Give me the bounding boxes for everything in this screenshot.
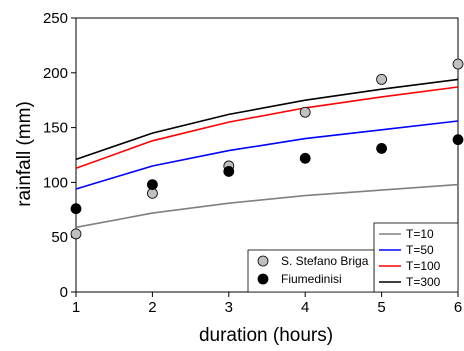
y-tick-label: 100 — [43, 174, 68, 191]
legend-label: T=300 — [406, 275, 441, 289]
y-tick-label: 50 — [51, 229, 68, 246]
y-tick-label: 250 — [43, 10, 68, 27]
point-s-stefano-briga — [376, 73, 388, 85]
x-tick-label: 1 — [72, 299, 80, 316]
legend-marker — [257, 273, 269, 285]
series-line-t-100 — [75, 86, 459, 169]
point-s-stefano-briga — [299, 106, 311, 118]
legend-label: T=100 — [406, 259, 441, 273]
y-tick-label: 150 — [43, 120, 68, 137]
x-tick-label: 4 — [301, 299, 309, 316]
x-tick-label: 6 — [454, 299, 462, 316]
point-s-stefano-briga — [452, 58, 464, 70]
x-tick-label: 5 — [377, 299, 385, 316]
legend-markers-box — [247, 249, 375, 293]
series-line-t-300 — [75, 78, 459, 161]
series-line-t-50 — [75, 120, 459, 190]
legend-label: S. Stefano Briga — [281, 254, 369, 268]
legend-marker — [257, 255, 269, 267]
point-fiumedinisi — [452, 134, 464, 146]
legend-label: T=10 — [406, 227, 434, 241]
point-fiumedinisi — [299, 152, 311, 164]
point-fiumedinisi — [70, 203, 82, 215]
legend-label: Fiumedinisi — [281, 272, 342, 286]
point-fiumedinisi — [376, 143, 388, 154]
x-tick-label: 3 — [225, 299, 233, 316]
x-tick-label: 2 — [148, 299, 156, 316]
point-fiumedinisi — [146, 179, 158, 190]
y-axis-label: rainfall (mm) — [14, 101, 35, 207]
y-tick-label: 200 — [43, 65, 68, 82]
x-axis-label: duration (hours) — [199, 325, 333, 346]
legend-label: T=50 — [406, 243, 434, 257]
point-fiumedinisi — [223, 166, 235, 177]
point-s-stefano-briga — [70, 228, 82, 240]
y-tick-label: 0 — [60, 284, 68, 301]
series-line-t-10 — [75, 183, 459, 229]
